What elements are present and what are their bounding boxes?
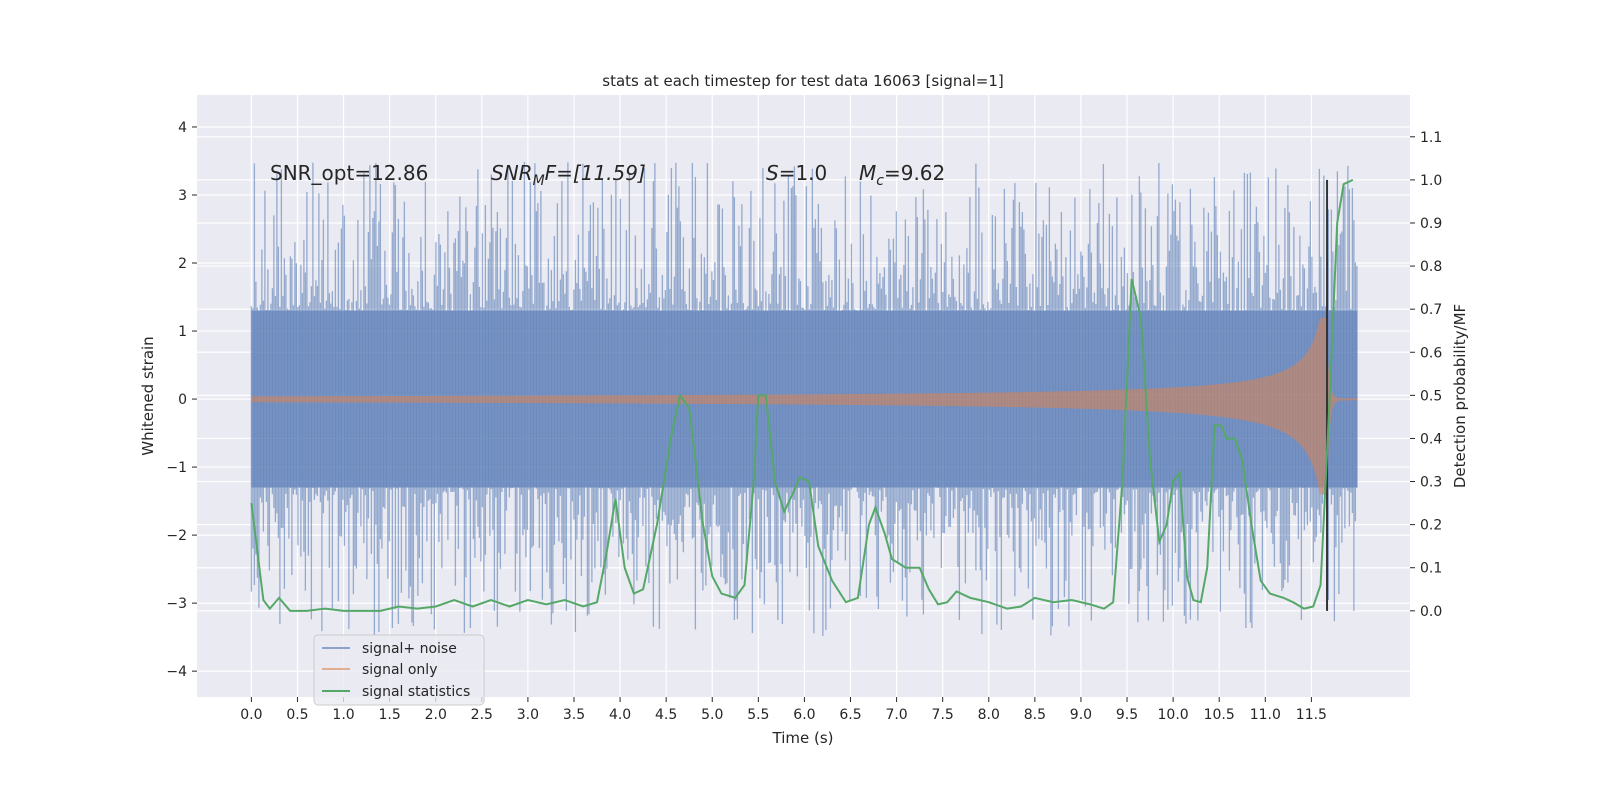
x-tick-label: 1.0 (332, 707, 354, 723)
x-tick-label: 7.0 (885, 707, 907, 723)
legend: signal+ noise signal only signal statist… (313, 634, 485, 706)
legend-label-signal-noise: signal+ noise (362, 641, 457, 657)
y-tick-label: −3 (166, 596, 187, 612)
y2-tick-label: 0.4 (1420, 431, 1442, 447)
y-tick-label: −4 (166, 664, 187, 680)
y-tick-label: −2 (166, 528, 187, 544)
y2-tick-label: 1.0 (1420, 173, 1442, 189)
y2-tick-label: 0.1 (1420, 561, 1442, 577)
annotation-snr-mf: SNRMF=[11.59] (491, 161, 646, 189)
x-tick-label: 5.5 (747, 707, 769, 723)
legend-box (313, 634, 485, 706)
x-tick-label: 0.5 (286, 707, 308, 723)
s-value: =1.0 (779, 161, 828, 185)
x-tick-label: 10.5 (1204, 707, 1235, 723)
mc-value: =9.62 (884, 161, 945, 185)
x-tick-label: 7.5 (932, 707, 954, 723)
x-tick-label: 11.0 (1250, 707, 1281, 723)
snr-mf-rest: F=[11.59] (545, 161, 646, 185)
y2-tick-label: 0.9 (1420, 216, 1442, 232)
ticks: 0.0 0.5 1.0 1.5 2.0 2.5 3.0 3.5 4.0 4.5 5.0 5.5 6.0 6… (166, 120, 1442, 723)
y-tick-label: 2 (178, 256, 187, 272)
x-tick-label: 1.5 (379, 707, 401, 723)
y-tick-label: 4 (178, 120, 187, 136)
x-tick-label: 2.0 (425, 707, 447, 723)
x-tick-label: 8.0 (978, 707, 1000, 723)
mc-sub: c (876, 173, 884, 189)
x-tick-label: 4.5 (655, 707, 677, 723)
snr-mf-sub: M (533, 173, 545, 189)
x-tick-label: 11.5 (1296, 707, 1327, 723)
y2-tick-label: 0.6 (1420, 345, 1442, 361)
y2-tick-label: 0.5 (1420, 388, 1442, 404)
y2-axis-label: Detection probability/MF (1451, 304, 1469, 488)
x-tick-label: 3.0 (517, 707, 539, 723)
x-tick-label: 6.0 (793, 707, 815, 723)
y2-tick-label: 1.1 (1420, 130, 1442, 146)
annotation-s: S=1.0 (766, 161, 827, 185)
x-tick-label: 9.5 (1116, 707, 1138, 723)
snr-mf-base: SNR (491, 161, 533, 185)
x-tick-label: 5.0 (701, 707, 723, 723)
x-tick-label: 3.5 (563, 707, 585, 723)
x-tick-label: 2.5 (471, 707, 493, 723)
y2-tick-label: 0.2 (1420, 518, 1442, 534)
y2-tick-label: 0.0 (1420, 604, 1442, 620)
y-tick-label: 1 (178, 324, 187, 340)
marks (250, 161, 1358, 636)
x-tick-label: 0.0 (240, 707, 262, 723)
annotation-mc: Mc=9.62 (859, 161, 945, 189)
x-tick-label: 8.5 (1024, 707, 1046, 723)
s-label: S (766, 161, 779, 185)
chart-title: stats at each timestep for test data 160… (602, 72, 1003, 90)
mc-label: M (859, 161, 876, 185)
x-tick-label: 6.5 (839, 707, 861, 723)
signal-only-series (251, 318, 1358, 495)
y2-tick-label: 0.3 (1420, 475, 1442, 491)
signal-statistics-line (250, 178, 1354, 612)
y-tick-label: 3 (178, 188, 187, 204)
y-tick-label: −1 (166, 460, 187, 476)
x-axis-label: Time (s) (772, 729, 834, 747)
x-tick-label: 9.0 (1070, 707, 1092, 723)
legend-label-signal-statistics: signal statistics (362, 684, 470, 700)
annotation-snr-opt: SNR_opt=12.86 (270, 161, 428, 185)
y2-tick-label: 0.8 (1420, 259, 1442, 275)
y2-tick-label: 0.7 (1420, 302, 1442, 318)
legend-label-signal-only: signal only (362, 662, 437, 678)
x-tick-label: 4.0 (609, 707, 631, 723)
y-tick-label: 0 (178, 392, 187, 408)
y-axis-label: Whitened strain (139, 336, 157, 455)
x-tick-label: 10.0 (1158, 707, 1189, 723)
